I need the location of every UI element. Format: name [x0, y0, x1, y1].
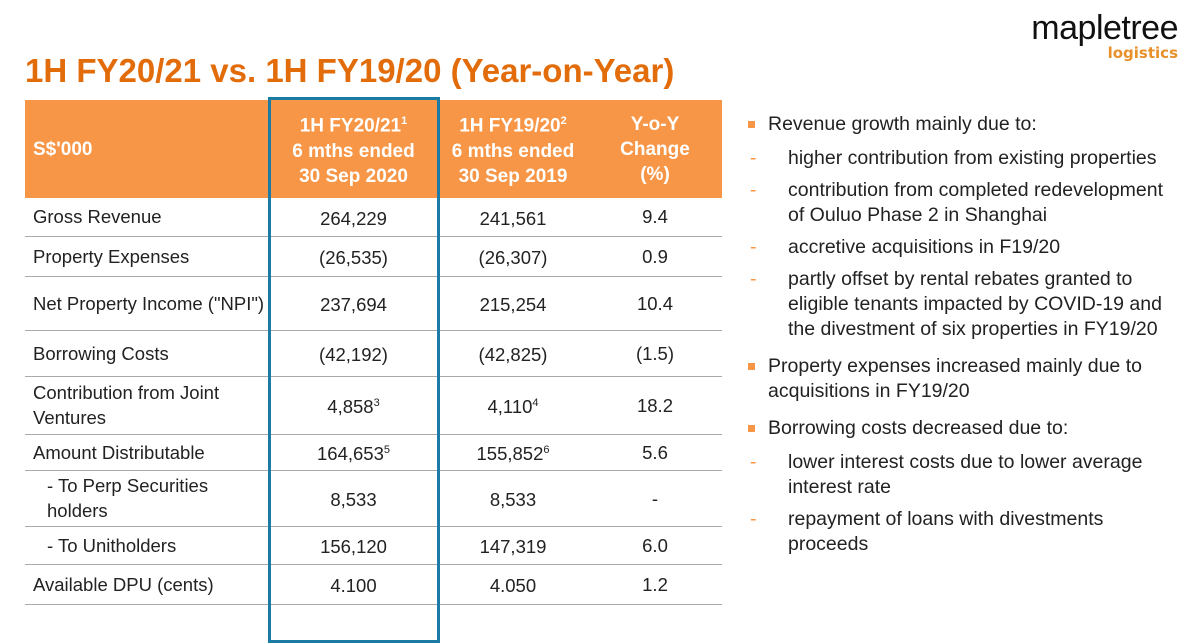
- sub-bullet: repayment of loans with divestments proc…: [748, 507, 1178, 557]
- cell-current: 264,229: [269, 198, 438, 237]
- cell-change: 5.6: [588, 434, 722, 471]
- row-label: - To Unitholders: [25, 526, 269, 565]
- cell-change: 9.4: [588, 198, 722, 237]
- table-row: Gross Revenue 264,229 241,561 9.4: [25, 198, 722, 237]
- financial-table: S$'000 1H FY20/211 6 mths ended 30 Sep 202…: [25, 100, 722, 605]
- header-unit: S$'000: [25, 100, 269, 198]
- sub-bullet: partly offset by rental rebates granted …: [748, 267, 1178, 342]
- row-label: Gross Revenue: [25, 198, 269, 237]
- highlight-box: [268, 97, 440, 643]
- cell-prior: 155,8526: [438, 434, 588, 471]
- table-row: - To Perp Securities holders 8,533 8,533…: [25, 470, 722, 527]
- table-row: Contribution from Joint Ventures 4,8583 …: [25, 376, 722, 435]
- table-row: Borrowing Costs (42,192) (42,825) (1.5): [25, 330, 722, 377]
- cell-current: 164,6535: [269, 434, 438, 471]
- row-label: Net Property Income ("NPI"): [25, 276, 269, 331]
- cell-current: 4.100: [269, 564, 438, 605]
- row-label: Available DPU (cents): [25, 564, 269, 605]
- bullet: Revenue growth mainly due to:: [748, 112, 1178, 137]
- cell-current: (42,192): [269, 330, 438, 377]
- bullet: Borrowing costs decreased due to:: [748, 416, 1178, 441]
- cell-current: 8,533: [269, 470, 438, 527]
- row-label: Amount Distributable: [25, 434, 269, 471]
- cell-change: 10.4: [588, 276, 722, 331]
- sub-bullet: lower interest costs due to lower averag…: [748, 450, 1178, 500]
- cell-current: 4,8583: [269, 376, 438, 435]
- cell-change: 1.2: [588, 564, 722, 605]
- table-row: Net Property Income ("NPI") 237,694 215,…: [25, 276, 722, 331]
- header-change: Y-o-Y Change (%): [588, 100, 722, 198]
- sub-bullet: accretive acquisitions in F19/20: [748, 235, 1178, 260]
- row-label: Contribution from Joint Ventures: [25, 376, 269, 435]
- cell-prior: 215,254: [438, 276, 588, 331]
- cell-change: (1.5): [588, 330, 722, 377]
- cell-prior: 4.050: [438, 564, 588, 605]
- bullet: Property expenses increased mainly due t…: [748, 354, 1178, 404]
- cell-change: 0.9: [588, 236, 722, 277]
- header-current: 1H FY20/211 6 mths ended 30 Sep 2020: [269, 100, 438, 198]
- table-row: - To Unitholders 156,120 147,319 6.0: [25, 526, 722, 565]
- cell-prior: 147,319: [438, 526, 588, 565]
- cell-prior: (26,307): [438, 236, 588, 277]
- cell-prior: 241,561: [438, 198, 588, 237]
- cell-change: -: [588, 470, 722, 527]
- logo-sub: logistics: [1107, 44, 1178, 62]
- page-title: 1H FY20/21 vs. 1H FY19/20 (Year-on-Year): [25, 52, 675, 89]
- row-label: - To Perp Securities holders: [25, 470, 269, 527]
- row-label: Borrowing Costs: [25, 330, 269, 377]
- mapletree-logo: mapletree logistics: [1031, 10, 1178, 62]
- table-row: Available DPU (cents) 4.100 4.050 1.2: [25, 564, 722, 605]
- cell-current: 156,120: [269, 526, 438, 565]
- table-row: Amount Distributable 164,6535 155,8526 5…: [25, 434, 722, 471]
- cell-current: (26,535): [269, 236, 438, 277]
- header-prior: 1H FY19/202 6 mths ended 30 Sep 2019: [438, 100, 588, 198]
- cell-current: 237,694: [269, 276, 438, 331]
- cell-prior: 4,1104: [438, 376, 588, 435]
- cell-change: 6.0: [588, 526, 722, 565]
- commentary: Revenue growth mainly due to: higher cont…: [748, 112, 1178, 564]
- sub-bullet: higher contribution from existing proper…: [748, 146, 1178, 171]
- logo-name: mapletree: [1031, 9, 1178, 47]
- cell-prior: (42,825): [438, 330, 588, 377]
- row-label: Property Expenses: [25, 236, 269, 277]
- cell-prior: 8,533: [438, 470, 588, 527]
- cell-change: 18.2: [588, 376, 722, 435]
- sub-bullet: contribution from completed redevelopmen…: [748, 178, 1178, 228]
- table-row: Property Expenses (26,535) (26,307) 0.9: [25, 236, 722, 277]
